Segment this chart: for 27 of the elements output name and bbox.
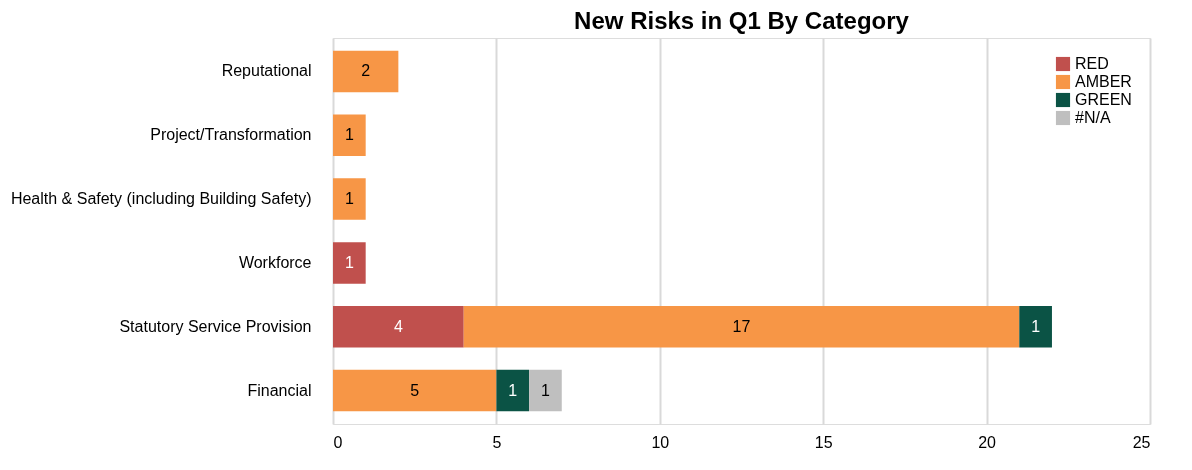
- data-label: 1: [508, 381, 518, 399]
- data-label: 1: [344, 190, 354, 208]
- data-label: 1: [344, 253, 354, 271]
- y-tick-label: Workforce: [238, 253, 312, 271]
- y-tick-label: Project/Transformation: [150, 126, 312, 144]
- data-label: 5: [410, 381, 420, 399]
- x-tick-label: 20: [978, 433, 997, 451]
- data-label: 1: [344, 126, 354, 144]
- data-label: 2: [361, 62, 371, 80]
- data-label: 17: [732, 317, 751, 335]
- x-tick-label: 25: [1132, 433, 1151, 451]
- chart-title: New Risks in Q1 By Category: [574, 7, 910, 34]
- x-tick-label: 0: [333, 433, 343, 451]
- legend-label: #N/A: [1075, 109, 1111, 126]
- x-tick-label: 5: [492, 433, 502, 451]
- y-tick-label: Financial: [247, 381, 312, 399]
- data-label: 1: [540, 381, 550, 399]
- legend-label: AMBER: [1075, 73, 1132, 90]
- data-label: 1: [1031, 317, 1041, 335]
- x-tick-label: 15: [814, 433, 833, 451]
- y-tick-label: Reputational: [221, 62, 312, 80]
- data-label: 4: [393, 317, 403, 335]
- legend-label: GREEN: [1075, 91, 1132, 108]
- x-tick-label: 10: [651, 433, 670, 451]
- y-tick-label: Statutory Service Provision: [119, 317, 312, 335]
- legend-label: RED: [1075, 55, 1109, 72]
- y-tick-label: Health & Safety (including Building Safety): [10, 190, 312, 208]
